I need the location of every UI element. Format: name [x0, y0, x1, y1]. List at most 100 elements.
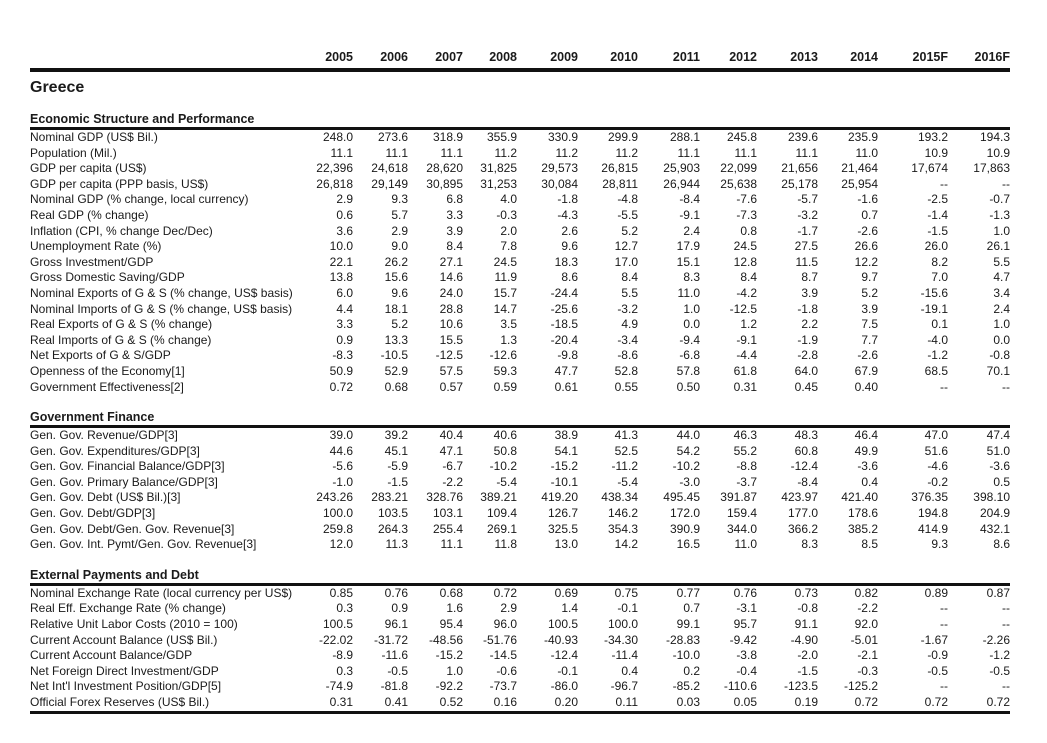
- table-row: GDP per capita (PPP basis, US$) 26,818 29,…: [30, 177, 1010, 193]
- value-cell: 25,178: [781, 176, 818, 191]
- value-cell: 366.2: [787, 521, 818, 536]
- value-cell: 3.9: [446, 223, 463, 238]
- value-cell: 0.72: [493, 585, 517, 600]
- value-cell: 18.1: [384, 301, 408, 316]
- value-cell: 0.57: [439, 379, 463, 394]
- value-cell: 0.72: [329, 379, 353, 394]
- table-row: Net Foreign Direct Investment/GDP 0.3 -0.5…: [30, 664, 1010, 680]
- value-cell: 0.03: [676, 695, 700, 709]
- value-cell: 96.0: [493, 617, 517, 632]
- value-cell: 22.1: [329, 254, 353, 269]
- value-cell: -22.02: [318, 632, 353, 647]
- value-cell: 0.52: [439, 695, 463, 709]
- value-cell: 68.5: [924, 363, 948, 378]
- value-cell: -2.0: [797, 648, 818, 663]
- row-label: Current Account Balance (US$ Bil.): [30, 632, 218, 647]
- value-cell: 39.2: [384, 428, 408, 443]
- value-cell: -48.56: [428, 632, 463, 647]
- value-cell: 17.9: [676, 239, 700, 254]
- value-cell: 2.4: [683, 223, 700, 238]
- value-cell: 12.0: [329, 537, 353, 552]
- table-row: Real Exports of G & S (% change) 3.3 5.2 10…: [30, 317, 1010, 333]
- value-cell: 3.3: [446, 207, 463, 222]
- value-cell: 2.4: [993, 301, 1010, 316]
- year-header: 2010: [578, 50, 638, 72]
- value-cell: 0.7: [861, 207, 878, 222]
- year-header: 2012: [700, 50, 757, 72]
- value-cell: 12.2: [854, 254, 878, 269]
- table-row: Gen. Gov. Financial Balance/GDP[3] -5.6 -5…: [30, 459, 1010, 475]
- value-cell: 26,815: [601, 161, 638, 176]
- value-cell: -0.6: [496, 663, 517, 678]
- value-cell: -1.2: [927, 348, 948, 363]
- value-cell: 2.0: [500, 223, 517, 238]
- value-cell: -25.6: [550, 301, 578, 316]
- value-cell: -10.1: [550, 474, 578, 489]
- title-row: Greece: [30, 70, 1010, 110]
- row-label: Unemployment Rate (%): [30, 239, 162, 254]
- value-cell: 0.55: [614, 379, 638, 394]
- value-cell: -3.6: [857, 459, 878, 474]
- row-label: Openness of the Economy[1]: [30, 363, 185, 378]
- table-row: GDP per capita (US$) 22,396 24,618 28,620 31…: [30, 161, 1010, 177]
- row-label: Gen. Gov. Debt/GDP[3]: [30, 506, 156, 521]
- value-cell: 60.8: [794, 443, 818, 458]
- value-cell: --: [1002, 601, 1010, 616]
- value-cell: 177.0: [787, 506, 818, 521]
- value-cell: -4.3: [557, 207, 578, 222]
- value-cell: -18.5: [550, 317, 578, 332]
- value-cell: -1.5: [797, 663, 818, 678]
- row-label: Current Account Balance/GDP: [30, 648, 193, 663]
- year-header: 2007: [408, 50, 463, 72]
- value-cell: 100.5: [547, 617, 578, 632]
- value-cell: 2.6: [561, 223, 578, 238]
- value-cell: 21,464: [841, 161, 878, 176]
- value-cell: 9.7: [861, 270, 878, 285]
- value-cell: 0.68: [439, 585, 463, 600]
- value-cell: 7.7: [861, 332, 878, 347]
- value-cell: 7.8: [500, 239, 517, 254]
- value-cell: -2.2: [442, 474, 463, 489]
- value-cell: 2.9: [391, 223, 408, 238]
- value-cell: -0.5: [989, 663, 1010, 678]
- value-cell: -9.1: [679, 207, 700, 222]
- table-row: Government Effectiveness[2] 0.72 0.68 0.57 0…: [30, 380, 1010, 396]
- value-cell: -1.6: [857, 192, 878, 207]
- value-cell: 0.40: [854, 379, 878, 394]
- value-cell: 11.0: [855, 145, 878, 160]
- value-cell: -3.2: [617, 301, 638, 316]
- value-cell: -2.8: [797, 348, 818, 363]
- value-cell: -2.26: [982, 632, 1010, 647]
- value-cell: -4.2: [736, 285, 757, 300]
- table-row: Nominal Exchange Rate (local currency pe…: [30, 584, 1010, 601]
- value-cell: 24.5: [493, 254, 517, 269]
- value-cell: 8.6: [561, 270, 578, 285]
- value-cell: 5.7: [391, 207, 408, 222]
- value-cell: 12.7: [614, 239, 638, 254]
- section-spacer: [30, 553, 1010, 566]
- value-cell: -2.6: [857, 223, 878, 238]
- value-cell: 11.3: [385, 537, 408, 552]
- value-cell: 10.0: [329, 239, 353, 254]
- value-cell: 0.76: [384, 585, 408, 600]
- value-cell: 44.6: [329, 443, 353, 458]
- value-cell: -3.1: [736, 601, 757, 616]
- value-cell: 2.2: [801, 317, 818, 332]
- value-cell: 92.0: [854, 617, 878, 632]
- value-cell: -5.7: [797, 192, 818, 207]
- row-label: Net Foreign Direct Investment/GDP: [30, 663, 219, 678]
- value-cell: -1.9: [797, 332, 818, 347]
- table-row: Unemployment Rate (%) 10.0 9.0 8.4 7.8 9.6 12.…: [30, 239, 1010, 255]
- value-cell: -10.2: [489, 459, 517, 474]
- value-cell: -0.4: [736, 663, 757, 678]
- value-cell: 0.8: [740, 223, 757, 238]
- value-cell: 0.73: [794, 585, 818, 600]
- row-label: GDP per capita (US$): [30, 161, 147, 176]
- value-cell: 57.5: [439, 363, 463, 378]
- row-label: Inflation (CPI, % change Dec/Dec): [30, 223, 213, 238]
- value-cell: 7.5: [861, 317, 878, 332]
- value-cell: 26.2: [384, 254, 408, 269]
- value-cell: 25,638: [720, 176, 757, 191]
- value-cell: 423.97: [781, 490, 818, 505]
